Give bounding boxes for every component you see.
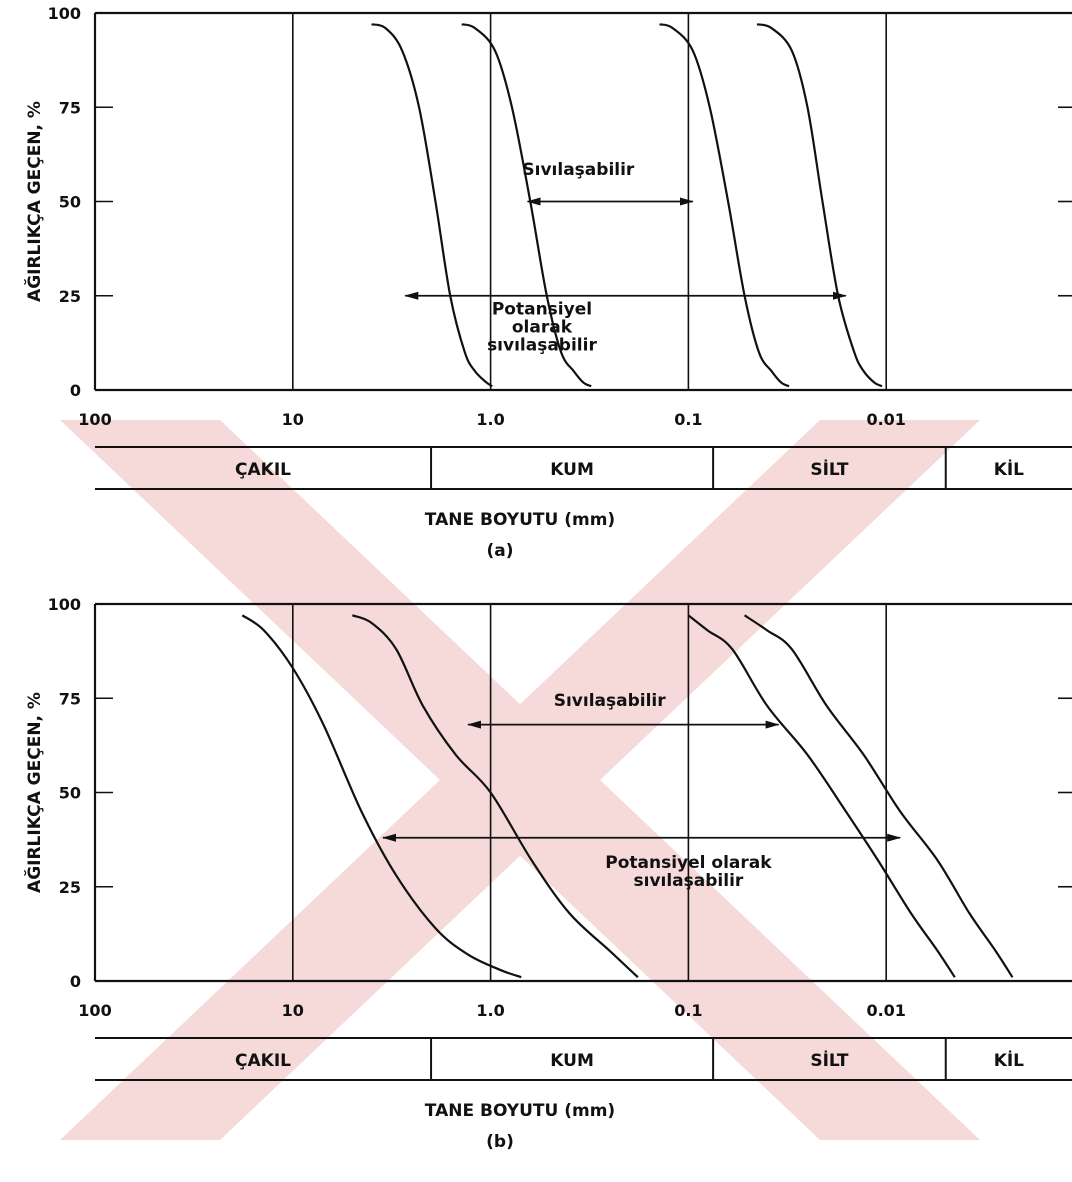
gradation-curve-3 [687, 614, 956, 978]
gradation-curve-3 [659, 23, 790, 388]
annotation-text: olarak [512, 318, 573, 338]
y-tick-label: 0 [70, 972, 81, 991]
y-tick-label: 75 [59, 689, 81, 708]
x-tick-label: 0.1 [674, 410, 702, 429]
x-tick-label: 0.01 [866, 1001, 905, 1020]
x-tick-label: 1.0 [476, 1001, 504, 1020]
annotation-text: sıvılaşabilir [634, 871, 744, 891]
x-axis-label: TANE BOYUTU (mm) [425, 510, 615, 530]
y-axis-label: AĞIRLIKÇA GEÇEN, % [23, 692, 45, 893]
soil-class-label: ÇAKIL [235, 460, 291, 480]
soil-class-label: KİL [994, 1049, 1024, 1071]
x-tick-label: 0.1 [674, 1001, 702, 1020]
soil-class-label: KUM [550, 1051, 594, 1071]
annotation-text: Potansiyel olarak [605, 853, 772, 873]
soil-class-label: KİL [994, 458, 1024, 480]
y-tick-label: 50 [59, 784, 81, 803]
x-tick-label: 1.0 [476, 410, 504, 429]
gradation-curve-1 [371, 23, 493, 388]
y-tick-label: 100 [48, 595, 81, 614]
y-tick-label: 50 [59, 193, 81, 212]
gradation-curve-2 [351, 614, 639, 979]
y-tick-label: 0 [70, 381, 81, 400]
x-tick-label: 10 [282, 1001, 304, 1020]
annotation-text: Sıvılaşabilir [554, 691, 667, 711]
gradation-curve-4 [756, 23, 883, 388]
gradation-curve-2 [461, 23, 592, 388]
chart-panel-a: 0 25 50 75 100 100 10 1.0 0.1 0.01 AĞIRLIKÇA GEÇEN… [23, 4, 1072, 561]
annotation-text: sıvılaşabilir [487, 336, 597, 356]
x-tick-label: 100 [78, 410, 111, 429]
annotation-text: Sıvılaşabilir [522, 160, 635, 180]
chart-panel-b: 0 25 50 75 100 100 10 1.0 0.1 0.01 AĞIRLIKÇA GEÇEN… [23, 595, 1072, 1152]
y-tick-label: 75 [59, 98, 81, 117]
soil-class-label: ÇAKIL [235, 1051, 291, 1071]
soil-class-label: SİLT [810, 1049, 849, 1071]
y-tick-label: 25 [59, 878, 81, 897]
y-axis-label: AĞIRLIKÇA GEÇEN, % [23, 101, 45, 302]
x-tick-label: 100 [78, 1001, 111, 1020]
gradation-curve-4 [743, 614, 1014, 978]
x-tick-label: 0.01 [866, 410, 905, 429]
soil-class-label: KUM [550, 460, 594, 480]
annotation-text: Potansiyel [492, 300, 592, 320]
gradation-curve-1 [241, 614, 522, 979]
x-axis-label: TANE BOYUTU (mm) [425, 1101, 615, 1121]
y-tick-label: 100 [48, 4, 81, 23]
x-tick-label: 10 [282, 410, 304, 429]
y-tick-label: 25 [59, 287, 81, 306]
soil-class-label: SİLT [810, 458, 849, 480]
panel-label: (b) [486, 1132, 514, 1152]
panel-label: (a) [486, 541, 513, 561]
